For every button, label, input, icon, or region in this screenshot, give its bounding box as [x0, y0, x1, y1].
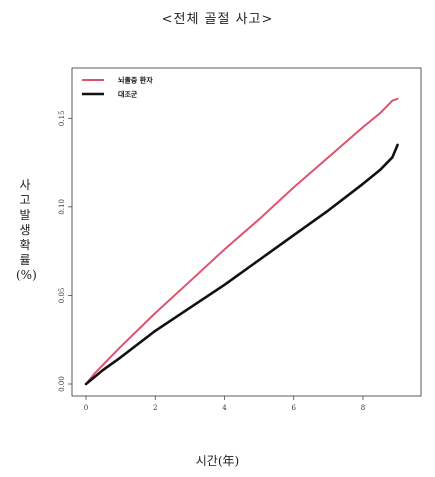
series-layer	[84, 97, 399, 386]
legend-label: 대조군	[118, 90, 138, 99]
x-tick-label: 6	[292, 404, 297, 412]
x-tick-label: 4	[222, 404, 227, 412]
y-axis-label: 사고 발생 확률(%)	[16, 178, 37, 282]
chart-title: <전체 골절 사고>	[161, 12, 274, 27]
y-tick-label: 0.00	[58, 376, 66, 392]
series-line-2	[84, 143, 399, 386]
x-tick-label: 8	[361, 404, 365, 412]
series-line-1	[85, 97, 399, 385]
y-tick-label: 0.05	[58, 288, 66, 304]
y-tick-label: 0.10	[58, 199, 66, 215]
legend-label: 뇌졸중 환자	[118, 76, 153, 85]
x-axis: 0 2 4 6 8	[84, 396, 365, 412]
x-axis-label: 시간(年)	[195, 454, 240, 468]
x-tick-label: 0	[84, 404, 88, 412]
plot-frame	[71, 67, 422, 397]
y-axis: 0.00 0.05 0.10 0.15	[58, 110, 72, 392]
x-tick-label: 2	[153, 404, 157, 412]
y-tick-label: 0.15	[58, 110, 66, 126]
